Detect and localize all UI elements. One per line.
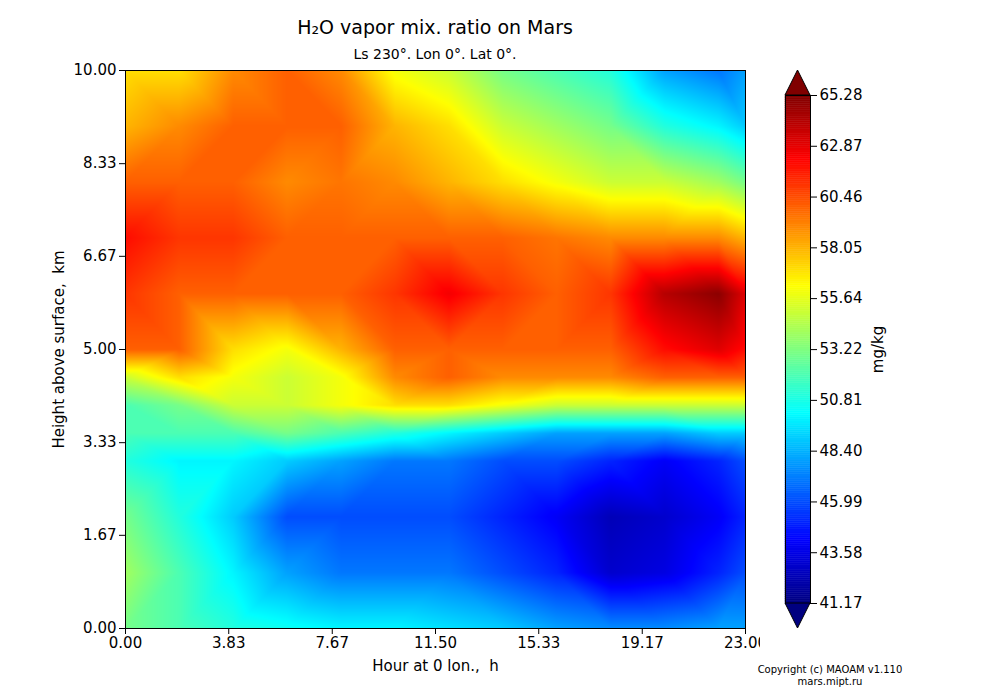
html-text:Ls 230°. Lon 0°. Lat 0°.: Ls 230°. Lon 0°. Lat 0°. — [353, 46, 517, 62]
svg-text:48.40: 48.40 — [820, 442, 863, 460]
svg-text:23.00: 23.00 — [724, 634, 760, 652]
svg-text:3.33: 3.33 — [83, 433, 116, 451]
svg-text:43.58: 43.58 — [820, 544, 863, 562]
svg-text:Hour at 0 lon., h: Hour at 0 lon., h — [372, 657, 498, 675]
svg-text:Height above surface, km: Height above surface, km — [50, 250, 68, 448]
svg-text:45.99: 45.99 — [820, 493, 863, 511]
svg-text:41.17: 41.17 — [820, 594, 863, 612]
svg-text:50.81: 50.81 — [820, 391, 863, 409]
svg-text:7.67: 7.67 — [316, 634, 349, 652]
svg-text:53.22: 53.22 — [820, 340, 863, 358]
svg-text:55.64: 55.64 — [820, 289, 863, 307]
svg-text:0.00: 0.00 — [109, 634, 142, 652]
svg-text:3.83: 3.83 — [212, 634, 245, 652]
svg-text:15.33: 15.33 — [517, 634, 560, 652]
svg-text:11.50: 11.50 — [414, 634, 457, 652]
svg-text:1.67: 1.67 — [83, 526, 116, 544]
svg-text:5.00: 5.00 — [83, 340, 116, 358]
svg-text:58.05: 58.05 — [820, 239, 863, 257]
svg-text:mg/kg: mg/kg — [869, 326, 887, 373]
svg-text:8.33: 8.33 — [83, 154, 116, 172]
svg-text:65.28: 65.28 — [820, 86, 863, 104]
html-text:H₂O vapor mix. ratio on Mars: H₂O vapor mix. ratio on Mars — [297, 16, 573, 38]
html-text:Copyright (c) MAOAM v1.110: Copyright (c) MAOAM v1.110 — [757, 664, 903, 675]
svg-text:0.00: 0.00 — [83, 619, 117, 638]
svg-text:10.00: 10.00 — [74, 61, 117, 79]
svg-text:19.17: 19.17 — [621, 634, 664, 652]
svg-text:60.46: 60.46 — [820, 188, 863, 206]
svg-text:6.67: 6.67 — [83, 247, 116, 265]
html-text:mars.mipt.ru: mars.mipt.ru — [797, 676, 863, 687]
svg-text:62.87: 62.87 — [820, 137, 863, 155]
